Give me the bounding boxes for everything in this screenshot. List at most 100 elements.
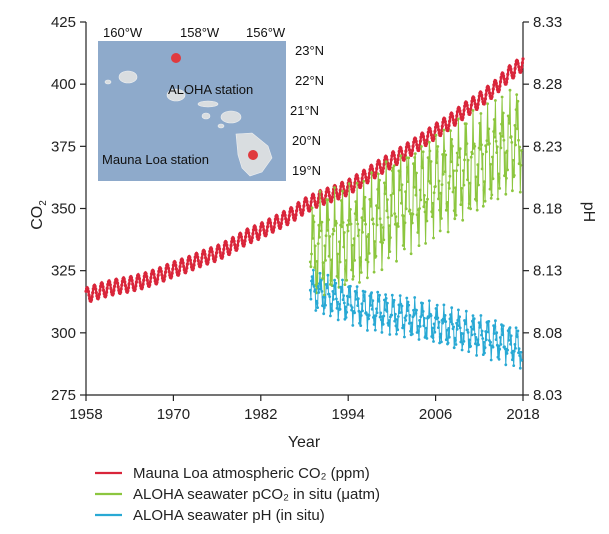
data-point <box>378 315 382 319</box>
data-point <box>444 153 448 157</box>
data-point <box>355 174 359 178</box>
data-point <box>430 215 434 219</box>
data-point <box>403 157 407 161</box>
data-point <box>217 244 221 248</box>
data-point <box>318 271 322 275</box>
data-point <box>454 338 457 342</box>
data-point <box>108 283 112 287</box>
data-point <box>164 266 168 270</box>
data-point <box>514 347 517 350</box>
data-point <box>516 329 520 333</box>
data-point <box>427 179 431 183</box>
data-point <box>387 224 391 228</box>
data-point <box>142 278 146 282</box>
y-right-tick-label: 8.28 <box>533 76 562 93</box>
data-point <box>479 112 483 115</box>
data-point <box>236 243 240 247</box>
data-point <box>506 72 510 76</box>
data-point <box>406 309 409 312</box>
data-point <box>494 319 497 323</box>
y-right-tick-label: 8.08 <box>533 325 562 342</box>
data-point <box>309 200 313 204</box>
data-point <box>279 221 283 226</box>
data-point <box>440 340 443 344</box>
data-point <box>403 316 407 320</box>
data-point <box>360 176 364 181</box>
data-point <box>505 80 509 84</box>
data-point <box>457 117 460 121</box>
data-point <box>389 162 393 166</box>
data-point <box>426 130 430 134</box>
data-point <box>452 169 455 173</box>
data-point <box>94 291 98 295</box>
data-point <box>302 200 307 204</box>
data-point <box>452 346 456 350</box>
data-point <box>397 149 401 153</box>
data-point <box>395 332 398 336</box>
y-right-tick-label: 8.18 <box>533 201 562 218</box>
data-point <box>449 320 453 324</box>
data-point <box>120 279 124 283</box>
data-point <box>279 225 283 229</box>
data-point <box>463 319 467 323</box>
data-point <box>419 198 423 202</box>
data-point <box>304 197 308 201</box>
data-point <box>380 268 384 272</box>
island-kahoolawe <box>217 123 225 129</box>
data-point <box>149 276 153 280</box>
data-point <box>432 340 435 343</box>
data-point <box>515 59 520 63</box>
data-point <box>327 190 331 194</box>
data-point <box>353 311 356 315</box>
data-point <box>355 218 358 222</box>
data-point <box>215 247 219 251</box>
island-maui <box>220 110 242 124</box>
data-point <box>397 153 401 158</box>
data-point <box>250 239 254 243</box>
data-point <box>414 311 418 315</box>
data-point <box>287 218 291 222</box>
data-point <box>516 61 520 66</box>
map-lat-label-20n: 20°N <box>292 133 321 148</box>
data-point <box>253 225 257 229</box>
data-point <box>453 217 457 221</box>
data-point <box>451 114 455 118</box>
data-point <box>396 315 400 318</box>
data-point <box>497 172 500 176</box>
data-point <box>310 206 314 210</box>
data-point <box>403 221 407 225</box>
data-point <box>443 170 447 174</box>
data-point <box>448 174 452 178</box>
data-point <box>404 145 409 149</box>
data-point <box>443 117 447 121</box>
data-point <box>244 231 248 235</box>
y-right-tick-label: 8.23 <box>533 138 562 155</box>
data-point <box>374 254 378 258</box>
data-point <box>358 281 361 284</box>
data-point <box>372 270 376 274</box>
data-point <box>504 363 508 367</box>
data-point <box>389 236 392 240</box>
data-point <box>403 247 406 251</box>
map-lon-label-160w: 160°W <box>103 25 143 40</box>
data-point <box>429 314 433 317</box>
data-point <box>340 288 344 292</box>
data-point <box>320 290 324 293</box>
data-point <box>416 324 420 328</box>
aloha-station-marker <box>171 53 181 63</box>
data-point <box>122 277 126 281</box>
data-point <box>334 219 338 223</box>
x-tick-label: 1994 <box>332 406 365 423</box>
data-point <box>504 192 508 196</box>
data-point <box>322 201 327 205</box>
data-point <box>429 160 433 163</box>
data-point <box>166 264 170 268</box>
data-point <box>417 244 421 248</box>
data-point <box>469 207 472 211</box>
data-point <box>424 200 428 204</box>
x-tick-label: 1958 <box>69 406 102 423</box>
data-point <box>339 285 343 289</box>
data-point <box>119 290 123 294</box>
data-point <box>506 168 509 172</box>
data-point <box>502 138 506 142</box>
